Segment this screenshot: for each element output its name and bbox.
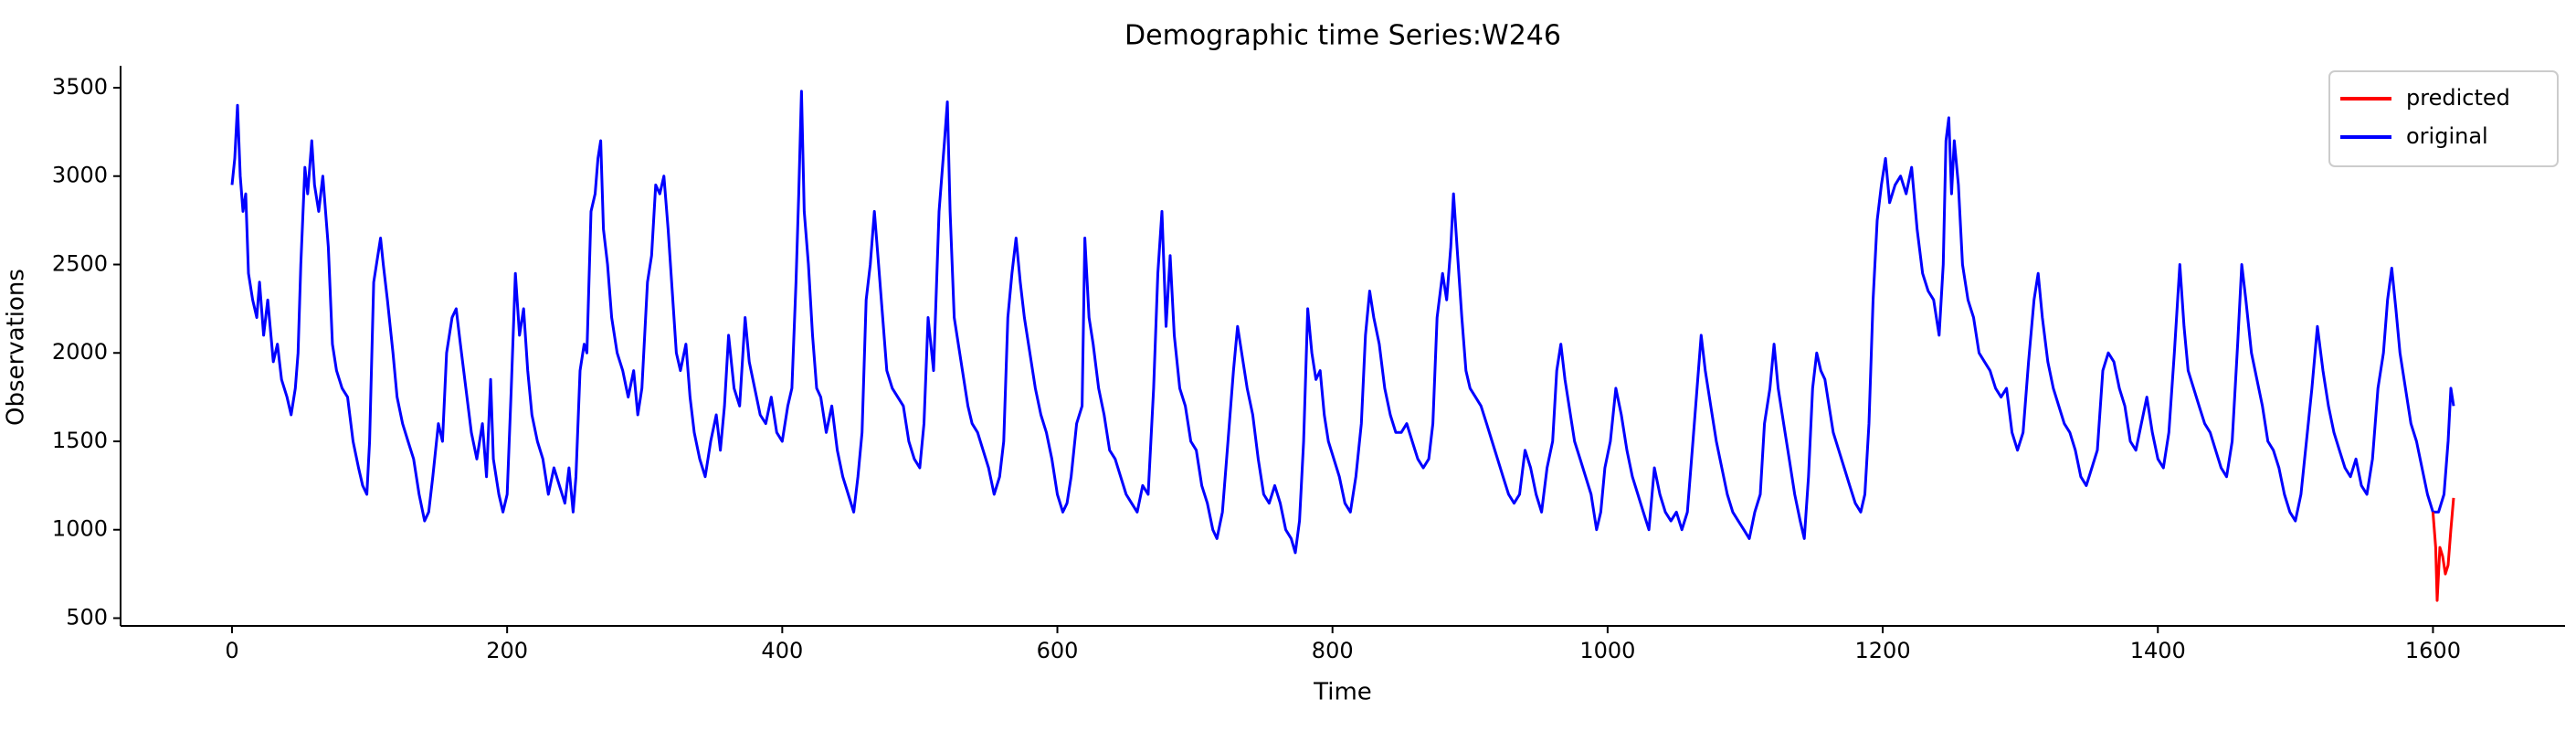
x-tick-label: 0 [225, 638, 238, 663]
chart-title: Demographic time Series:W246 [1124, 20, 1561, 52]
y-axis-label: Observations [3, 269, 30, 426]
legend-label: predicted [2406, 85, 2510, 111]
legend-box [2328, 70, 2559, 167]
y-tick-label: 3500 [52, 74, 108, 100]
x-axis-label: Time [1313, 679, 1372, 706]
y-tick-label: 3000 [52, 163, 108, 188]
y-tick-label: 2500 [52, 250, 108, 276]
line-series [230, 90, 2455, 555]
x-tick-label: 1000 [1579, 638, 1635, 663]
x-tick-label: 200 [486, 638, 528, 663]
x-tick-label: 1400 [2130, 638, 2186, 663]
x-tick-label: 800 [1312, 638, 1354, 663]
x-tick-label: 1200 [1855, 638, 1911, 663]
y-tick-label: 2000 [52, 339, 108, 365]
legend-label: original [2406, 123, 2488, 149]
x-tick-label: 600 [1037, 638, 1079, 663]
x-tick-label: 1600 [2405, 638, 2461, 663]
x-tick-label: 400 [761, 638, 803, 663]
y-tick-label: 500 [66, 604, 108, 630]
y-tick-label: 1000 [52, 516, 108, 542]
line-series [2431, 497, 2455, 602]
y-tick-label: 1500 [52, 428, 108, 453]
